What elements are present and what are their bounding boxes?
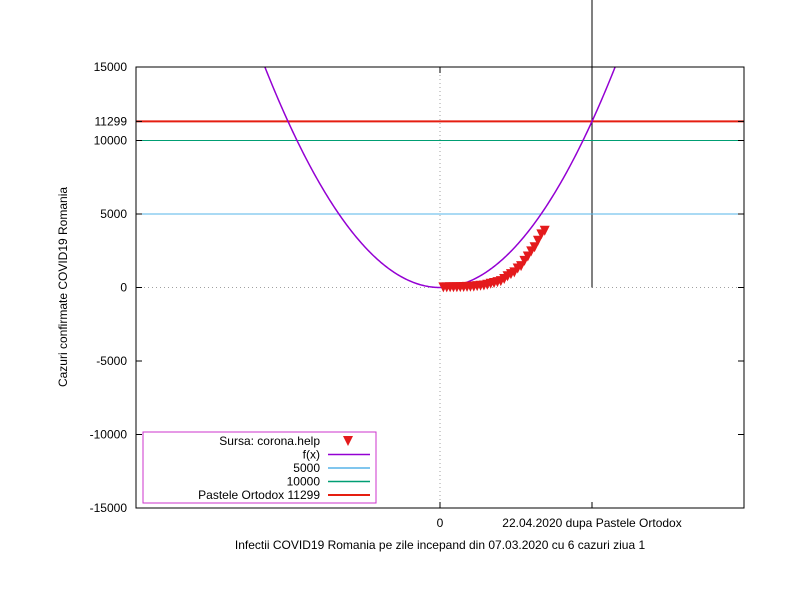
legend-label-4: Pastele Ortodox 11299 bbox=[198, 488, 320, 502]
y-tick-label-5000: 5000 bbox=[100, 207, 127, 221]
legend-marker-0 bbox=[343, 436, 353, 446]
legend-label-3: 10000 bbox=[287, 475, 321, 489]
legend-label-0: Sursa: corona.help bbox=[219, 434, 320, 448]
hline-layer bbox=[136, 120, 744, 215]
y-tick-label-0: 0 bbox=[120, 281, 127, 295]
legend-label-2: 5000 bbox=[293, 461, 320, 475]
legend-label-1: f(x) bbox=[303, 448, 320, 462]
y-tick-label-11299: 11299 bbox=[95, 114, 128, 128]
curve-layer bbox=[264, 67, 616, 289]
y-tick-label--15000: -15000 bbox=[90, 501, 128, 515]
y-axis-label: Cazuri confirmate COVID19 Romania bbox=[56, 187, 70, 387]
y-tick-label--5000: -5000 bbox=[96, 354, 127, 368]
y-tick-label-10000: 10000 bbox=[94, 134, 128, 148]
x-tick-label-0: 0 bbox=[437, 516, 444, 530]
data-point-31 bbox=[539, 225, 550, 236]
data-point-28 bbox=[529, 242, 540, 253]
data-point-29 bbox=[532, 235, 543, 246]
curve-fx bbox=[264, 67, 616, 289]
y-tick-label--10000: -10000 bbox=[90, 428, 128, 442]
x-tick-label-45: 22.04.2020 dupa Pastele Ortodox bbox=[502, 516, 681, 530]
x-axis-label: Infectii COVID19 Romania pe zile incepan… bbox=[235, 538, 646, 552]
points-layer bbox=[438, 225, 550, 293]
y-tick-label-15000: 15000 bbox=[94, 60, 128, 74]
